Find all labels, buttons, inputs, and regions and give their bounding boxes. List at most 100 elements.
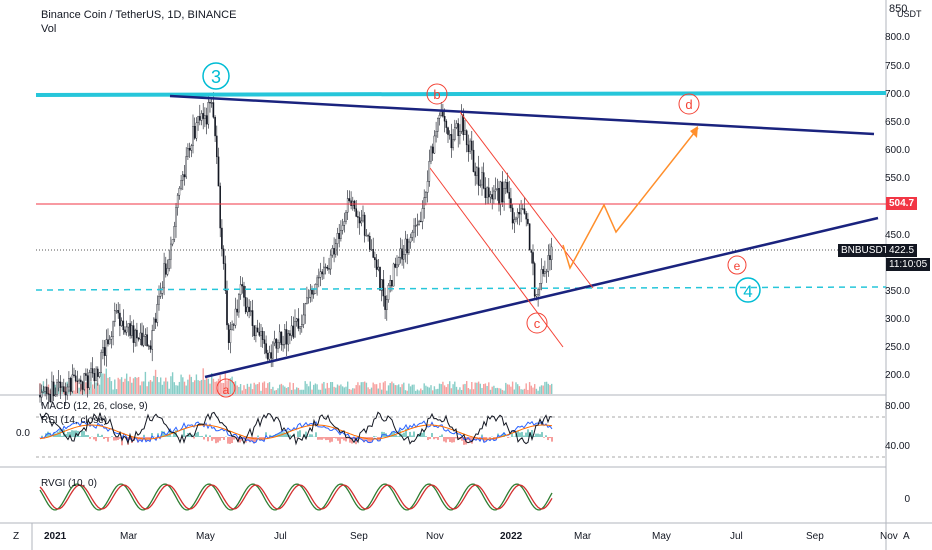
candle-body [76, 380, 79, 382]
volume-bar [515, 382, 517, 394]
zoom-reset-button[interactable]: Z [13, 531, 20, 542]
candle-body [100, 352, 102, 374]
volume-bar [324, 388, 327, 394]
candle-body [329, 254, 332, 270]
macd-histogram-bar [85, 435, 87, 437]
macd-histogram-bar [333, 437, 335, 438]
volume-bar [238, 386, 240, 394]
volume-bar [353, 388, 356, 394]
candle-body [66, 386, 68, 396]
candle-body [459, 131, 461, 137]
macd-histogram-bar [277, 433, 279, 437]
macd-left-value: 0.0 [16, 428, 30, 439]
candle-body [44, 386, 46, 392]
volume-bar [449, 381, 451, 394]
wave-b-circle [426, 83, 448, 105]
candle-body [319, 271, 322, 278]
candle-body [222, 248, 225, 264]
candle-body [73, 374, 75, 377]
candle-body [267, 353, 269, 360]
candle-body [414, 225, 417, 227]
volume-bar [377, 388, 379, 394]
volume-bar [148, 381, 150, 394]
macd-histogram-bar [119, 437, 121, 439]
volume-bar [389, 383, 391, 394]
candle-body [98, 372, 101, 377]
volume-bar [398, 384, 400, 394]
wave-3-circle [202, 62, 230, 90]
volume-bar [338, 385, 340, 394]
volume-bar [270, 389, 272, 394]
macd-histogram-bar [99, 436, 101, 437]
candle-body [484, 187, 487, 198]
macd-histogram-bar [259, 437, 261, 439]
macd-histogram-bar [339, 437, 341, 444]
volume-bar [192, 382, 194, 394]
macd-histogram-bar [341, 437, 343, 439]
candle-body [324, 266, 327, 269]
macd-histogram-bar [97, 433, 99, 437]
macd-histogram-bar [315, 432, 317, 437]
candle-body [147, 345, 150, 347]
price-tick: 800.0 [884, 32, 910, 43]
macd-histogram-bar [209, 435, 211, 437]
candle-body [156, 303, 159, 323]
macd-histogram-bar [147, 437, 149, 439]
rsi-label[interactable]: RSI (14, close) [41, 415, 108, 426]
candle-body [455, 123, 458, 128]
candle-body [180, 180, 182, 189]
candle-body [173, 226, 176, 240]
macd-histogram-bar [347, 437, 349, 439]
macd-histogram-bar [353, 437, 355, 440]
candle-body [472, 149, 475, 172]
candle-body [539, 283, 541, 290]
macd-histogram-bar [87, 435, 89, 437]
macd-histogram-bar [483, 437, 485, 443]
macd-histogram-bar [247, 437, 249, 441]
candle-body [117, 310, 119, 314]
rvgi-label[interactable]: RVGI (10, 0) [41, 478, 97, 489]
volume-bar [114, 379, 116, 394]
candle-body [280, 331, 283, 345]
macd-signal-line [39, 424, 553, 440]
macd-histogram-bar [331, 437, 333, 442]
volume-bar [471, 381, 473, 394]
volume-bar [343, 387, 345, 394]
macd-histogram-bar [403, 432, 405, 437]
candle-body [277, 342, 279, 349]
volume-bar [348, 389, 351, 394]
macd-histogram-bar [261, 437, 263, 439]
macd-label[interactable]: MACD (12, 26, close, 9) [41, 401, 148, 412]
macd-histogram-bar [337, 437, 339, 441]
volume-bar [222, 383, 225, 394]
volume-bar [488, 382, 490, 394]
candle-body [270, 352, 273, 359]
candle-body [69, 378, 72, 392]
candle-body [482, 172, 485, 189]
candle-body [198, 116, 201, 121]
volume-bar [277, 388, 279, 394]
volume-bar [231, 376, 233, 394]
candle-body [353, 200, 356, 209]
candle-body [435, 131, 437, 137]
candle-body [481, 172, 483, 186]
volume-bar [421, 390, 424, 394]
macd-histogram-bar [83, 431, 85, 437]
candle-body [493, 190, 495, 200]
macd-histogram-bar [525, 432, 527, 437]
volume-bar [309, 381, 311, 394]
macd-histogram-bar [345, 437, 347, 442]
candle-body [421, 208, 424, 222]
candle-body [149, 345, 152, 350]
candle-body [523, 208, 526, 214]
candle-body [465, 130, 468, 146]
volume-bar [415, 390, 417, 394]
macd-histogram-bar [489, 437, 491, 440]
volume-bar [357, 382, 359, 394]
volume-bar [126, 373, 128, 394]
volume-bar [171, 372, 174, 394]
auto-scale-button[interactable]: A [903, 531, 910, 542]
symbol-title[interactable]: Binance Coin / TetherUS, 1D, BINANCE [41, 9, 237, 21]
volume-bar [214, 381, 216, 394]
